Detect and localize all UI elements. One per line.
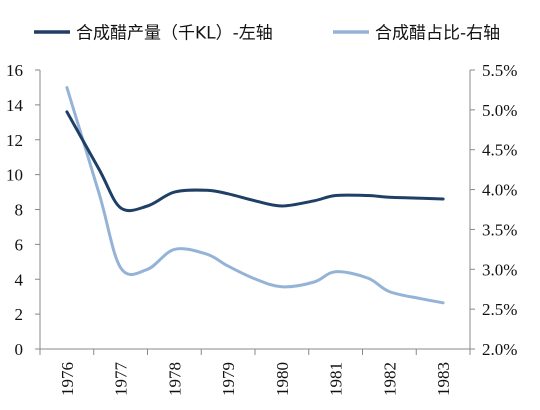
chart-axes: 0 2 4 6 8 10 12 14 16 2.0% 2.5% 3.0% 3.5% 4.0% 4.5% 5.0… (6, 61, 517, 396)
x-tick-label: 1978 (165, 362, 184, 396)
x-tick-label: 1980 (273, 362, 292, 396)
x-tick-label: 1982 (380, 362, 399, 396)
left-y-tick-label: 12 (6, 131, 23, 150)
series-line-share (65, 86, 445, 305)
x-tick-label: 1979 (219, 362, 238, 396)
x-tick-label: 1977 (112, 362, 131, 397)
right-y-tick-label: 3.5% (482, 220, 517, 239)
legend-label-share: 合成醋占比-右轴 (375, 24, 500, 44)
series-line-production (65, 110, 445, 213)
x-tick-label: 1983 (434, 362, 453, 396)
left-y-tick-label: 6 (15, 235, 24, 254)
right-y-tick-label: 3.0% (482, 260, 517, 279)
left-y-tick-label: 4 (15, 270, 24, 289)
left-y-tick-label: 2 (15, 305, 24, 324)
right-y-tick-label: 5.0% (482, 101, 517, 120)
x-tick-label: 1976 (58, 362, 77, 396)
left-y-tick-label: 16 (6, 61, 23, 80)
left-y-tick-label: 0 (15, 340, 24, 359)
left-y-tick-label: 8 (15, 201, 24, 220)
chart-legend: 合成醋产量（千KL）-左轴 合成醋占比-右轴 (34, 24, 500, 44)
x-tick-label: 1981 (327, 362, 346, 396)
right-y-tick-label: 2.0% (482, 340, 517, 359)
right-y-tick-label: 4.5% (482, 141, 517, 160)
chart-lines (65, 86, 445, 305)
right-y-tick-label: 4.0% (482, 181, 517, 200)
left-y-tick-label: 14 (6, 96, 24, 115)
right-y-tick-label: 5.5% (482, 61, 517, 80)
legend-label-production: 合成醋产量（千KL）-左轴 (76, 24, 273, 44)
right-y-tick-label: 2.5% (482, 300, 517, 319)
left-y-tick-label: 10 (6, 166, 23, 185)
